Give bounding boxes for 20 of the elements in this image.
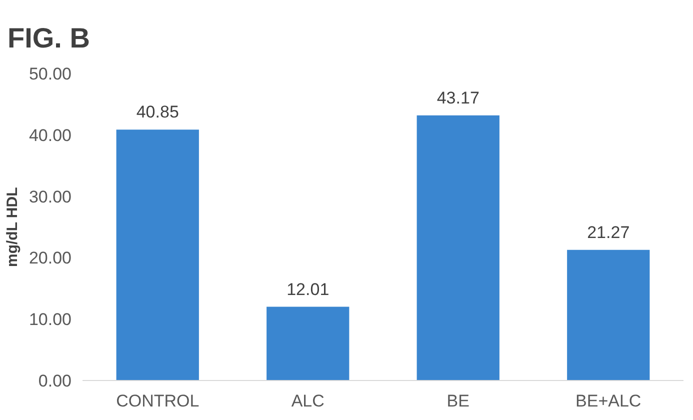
y-tick-label: 40.00 xyxy=(28,126,72,145)
x-tick-label: BE+ALC xyxy=(576,392,642,410)
y-tick-label: 10.00 xyxy=(28,310,72,330)
bar xyxy=(567,250,650,380)
data-label: 40.85 xyxy=(136,102,179,122)
chart-title: FIG. B xyxy=(8,22,90,54)
data-label: 21.27 xyxy=(587,222,630,242)
y-tick-label: 20.00 xyxy=(28,248,72,268)
x-tick-label: BE xyxy=(446,392,470,410)
bar xyxy=(266,306,350,380)
bar xyxy=(416,115,500,380)
data-label: 12.01 xyxy=(286,280,330,299)
y-tick-label: 30.00 xyxy=(28,187,72,206)
y-tick-label: 50.00 xyxy=(28,64,72,84)
x-tick-label: CONTROL xyxy=(116,392,200,410)
y-tick-label: 0.00 xyxy=(38,372,72,390)
y-axis-title: mg/dL HDL xyxy=(4,187,21,267)
data-label: 43.17 xyxy=(436,88,480,108)
bar xyxy=(116,130,199,380)
x-tick-label: ALC xyxy=(291,392,324,410)
